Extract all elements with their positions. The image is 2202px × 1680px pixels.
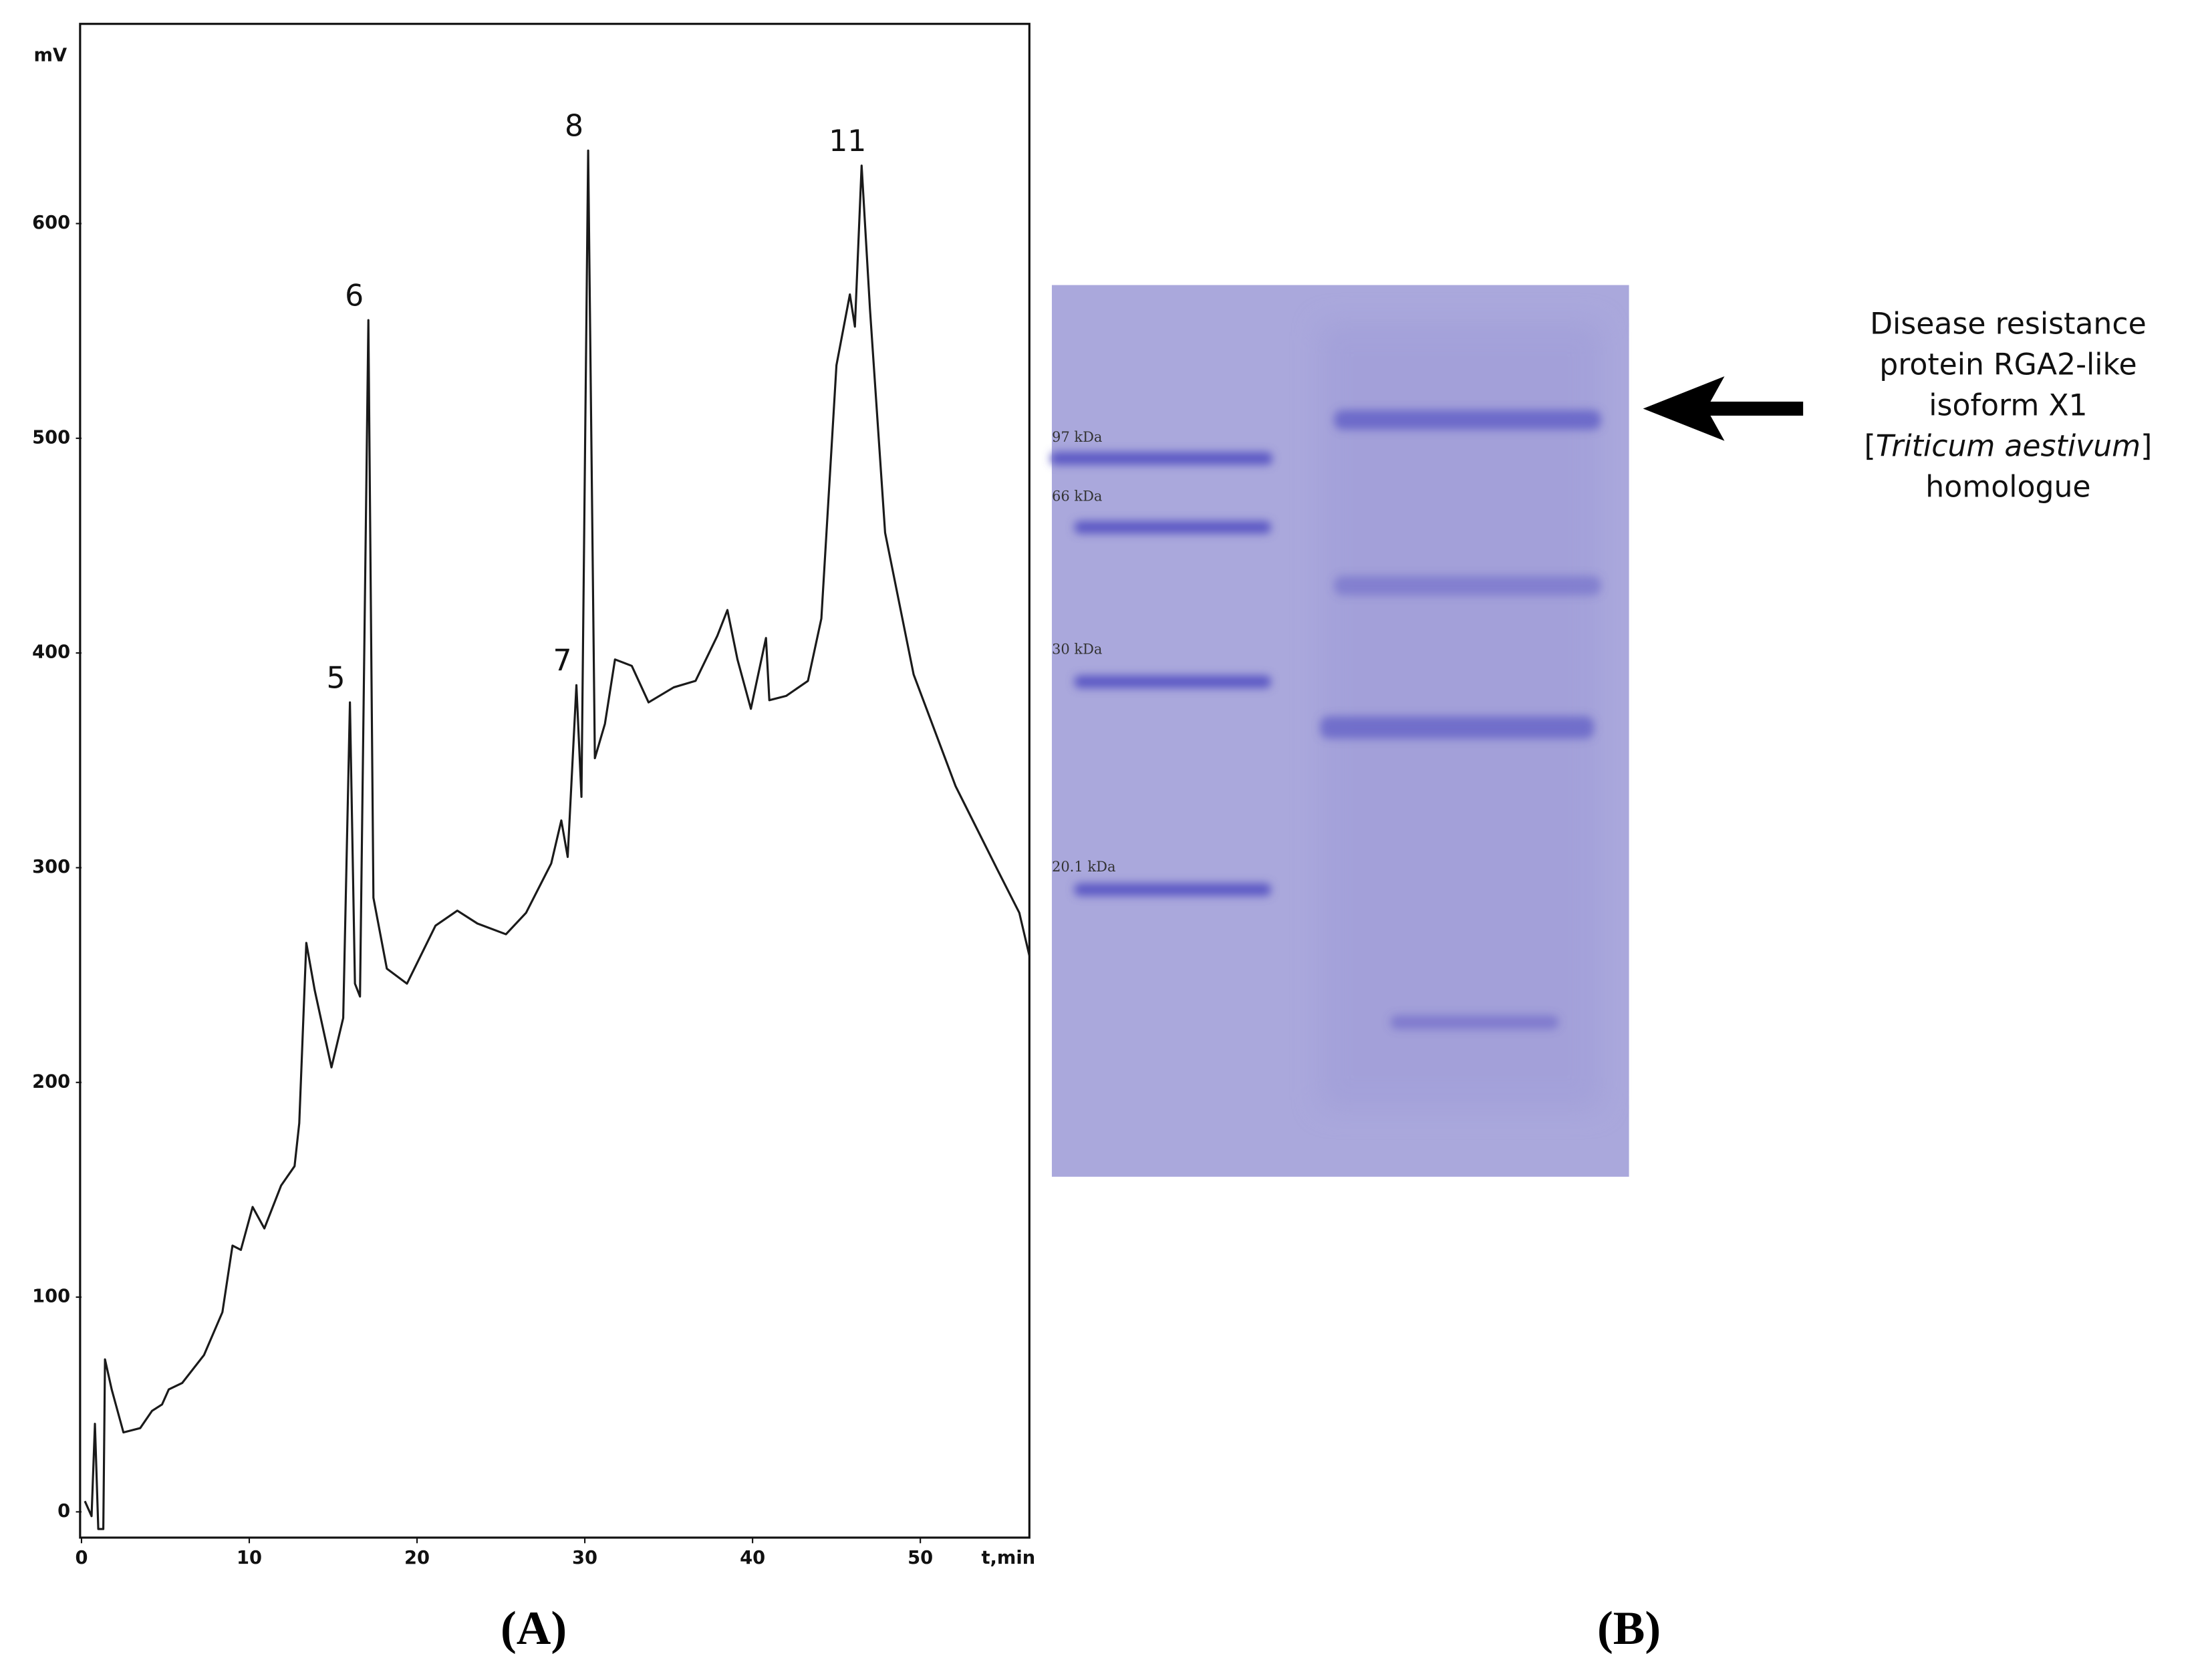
y-axis-label: mV [34,45,67,66]
marker-label: 66 kDa [1052,487,1102,504]
y-tick-label: 200 [32,1071,70,1092]
x-tick-label: 20 [404,1548,430,1568]
chromatogram-line [84,149,1030,1530]
sample-band [1334,410,1601,430]
note-line: isoform X1 [1929,388,2087,422]
peak-label: 7 [553,644,571,678]
x-tick-label: 40 [740,1548,765,1568]
y-tick-label: 500 [32,427,70,448]
ladder-band [1074,521,1271,534]
x-tick-label: 30 [572,1548,597,1568]
note-line: homologue [1925,470,2090,504]
y-tick-label: 400 [32,642,70,663]
peak-label: 8 [565,110,583,144]
marker-label: 97 kDa [1052,428,1102,445]
sample-band [1390,1015,1559,1030]
x-tick-label: 0 [75,1548,88,1568]
y-tick-label: 300 [32,857,70,877]
x-axis-label: t,min [981,1548,1035,1568]
note-line: Disease resistance [1870,307,2147,341]
panel-label: (B) [1597,1602,1661,1655]
ladder-band [1074,883,1271,896]
marker-label: 30 kDa [1052,640,1102,657]
note-line: [Triticum aestivum] [1865,429,2153,463]
sample-band [1334,575,1601,595]
ladder-band [1050,452,1272,465]
marker-label: 20.1 kDa [1052,858,1116,875]
y-tick-label: 600 [32,213,70,233]
gel-panel [1050,285,1804,1177]
plot-frame [79,23,1030,1539]
y-tick-label: 100 [32,1286,70,1307]
x-tick-label: 50 [908,1548,933,1568]
peak-label: 11 [829,124,866,158]
ladder-band [1074,675,1271,688]
arrow [1643,376,1804,441]
sample-band [1320,716,1595,739]
x-tick-label: 10 [237,1548,262,1568]
note-line: protein RGA2-like [1879,347,2137,382]
peak-label: 5 [327,661,346,695]
bracket: [ [1865,429,1876,463]
bracket: ] [2141,429,2152,463]
y-tick-label: 0 [57,1501,70,1522]
species: Triticum aestivum [1876,429,2141,463]
sample-lane [1320,323,1601,1110]
panel-label: (A) [501,1602,567,1655]
peak-label: 6 [345,279,364,313]
